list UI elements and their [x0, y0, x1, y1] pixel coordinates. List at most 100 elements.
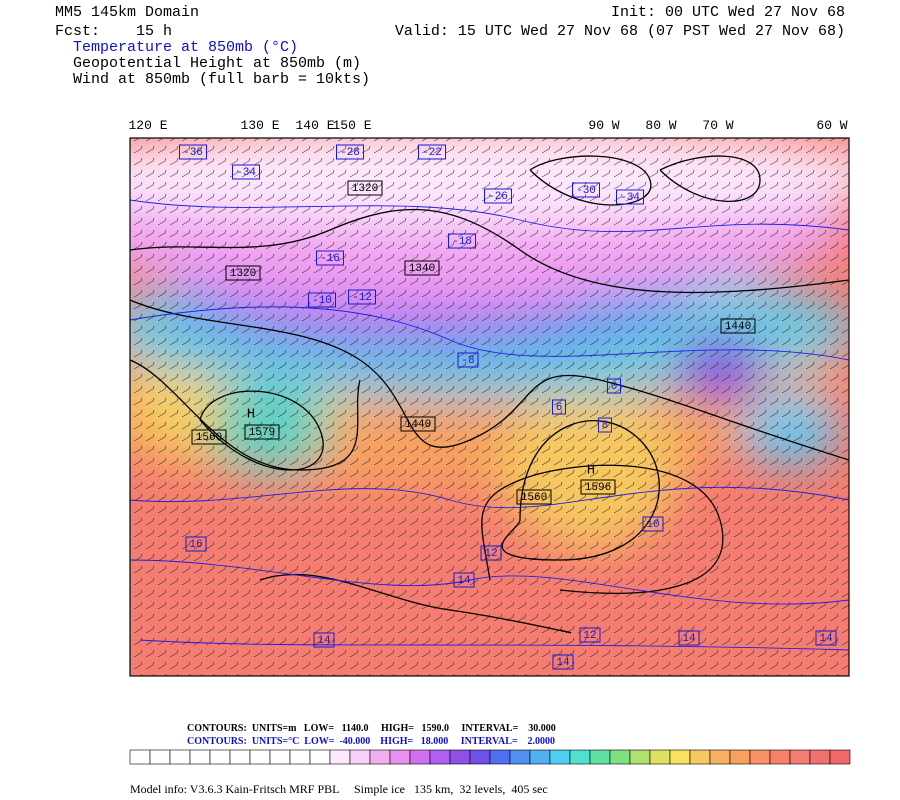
temperature-label-box: [308, 292, 336, 308]
height-label: 1320: [352, 183, 378, 195]
temperature-label: 6: [556, 402, 563, 414]
valid-time: Valid: 15 UTC Wed 27 Nov 68 (07 PST Wed …: [395, 23, 845, 40]
height-label-box: [225, 265, 261, 281]
init-time: Init: 00 UTC Wed 27 Nov 68: [611, 4, 845, 21]
temperature-label-box: [484, 188, 512, 204]
color-bar-cell: [449, 749, 471, 765]
map-frame: [129, 137, 850, 677]
longitude-label: 120 E: [128, 118, 167, 133]
color-bar-cell: [609, 749, 631, 765]
color-bar-cell: [429, 749, 451, 765]
longitude-label: 150 E: [332, 118, 371, 133]
height-label-box: [404, 260, 440, 276]
temperature-label-box: [579, 627, 601, 643]
height-label: 1320: [230, 268, 256, 280]
temperature-label-box: [316, 250, 344, 266]
height-label-box: [244, 424, 280, 440]
temperature-label: -18: [452, 236, 472, 248]
color-bar-cell: [669, 749, 691, 765]
field-name: Geopotential Height at 850mb (m): [73, 55, 361, 72]
temperature-contour-info: CONTOURS: UNITS=°C LOW= -40.000 HIGH= 18…: [187, 736, 555, 747]
height-label-box: [191, 429, 227, 445]
temperature-label: -8: [461, 355, 474, 367]
temperature-label: 8: [602, 420, 609, 432]
height-label: 1340: [409, 263, 435, 275]
color-bar-cell: [549, 749, 571, 765]
temperature-label: -16: [320, 253, 340, 265]
temperature-label-box: [336, 144, 364, 160]
color-bar-cell: [649, 749, 671, 765]
height-label-box: [720, 318, 756, 334]
temperature-label: -12: [352, 292, 372, 304]
map-field: [130, 138, 849, 676]
temperature-label-box: [453, 572, 475, 588]
longitude-label: 90 W: [588, 118, 619, 133]
height-label: 1596: [585, 482, 611, 494]
color-bar-cell: [149, 749, 171, 765]
height-label-box: [516, 489, 552, 505]
temperature-label: -36: [183, 147, 203, 159]
forecast-hour: Fcst: 15 h: [55, 23, 172, 40]
temperature-label: 14: [819, 633, 833, 645]
color-bar-cell: [769, 749, 791, 765]
temperature-label-box: [616, 189, 644, 205]
color-bar-cell: [749, 749, 771, 765]
longitude-label: 60 W: [816, 118, 847, 133]
height-label-box: [400, 416, 436, 432]
temperature-label-box: [418, 144, 446, 160]
color-bar-cell: [329, 749, 351, 765]
color-bar-cell: [369, 749, 391, 765]
temperature-label-box: [313, 632, 335, 648]
color-bar-cell: [309, 749, 331, 765]
color-bar-cell: [509, 749, 531, 765]
color-bar-cell: [489, 749, 511, 765]
height-label: 1440: [405, 419, 431, 431]
height-contour-info: CONTOURS: UNITS=m LOW= 1140.0 HIGH= 1590…: [187, 723, 556, 734]
temperature-label: -22: [422, 147, 442, 159]
high-marker: H: [247, 407, 255, 423]
color-bar-cell: [589, 749, 611, 765]
temperature-label: 14: [317, 635, 331, 647]
temperature-label: 12: [484, 548, 497, 560]
field-name: Temperature at 850mb (°C): [73, 39, 298, 56]
height-label: 1579: [249, 427, 275, 439]
temperature-label-box: [448, 233, 476, 249]
color-bar: [129, 749, 851, 765]
color-bar-cell: [709, 749, 731, 765]
temperature-label-box: [348, 289, 376, 305]
longitude-label: 140 E: [295, 118, 334, 133]
color-bar-cell: [349, 749, 371, 765]
height-label-box: [347, 180, 383, 196]
color-bar-cell: [809, 749, 831, 765]
color-bar-cell: [289, 749, 311, 765]
temperature-label: -34: [620, 192, 640, 204]
temperature-label: -28: [340, 147, 360, 159]
temperature-label-box: [457, 352, 479, 368]
longitude-label: 80 W: [645, 118, 676, 133]
temperature-label-box: [607, 378, 621, 394]
color-bar-cell: [569, 749, 591, 765]
temperature-label: 14: [556, 657, 570, 669]
height-label: 1560: [196, 432, 222, 444]
color-bar-cell: [269, 749, 291, 765]
temperature-label-box: [480, 545, 502, 561]
temperature-label-box: [179, 144, 207, 160]
color-bar-cell: [249, 749, 271, 765]
temperature-label-box: [642, 516, 664, 532]
color-bar-cell: [189, 749, 211, 765]
height-label: 1440: [725, 321, 751, 333]
color-bar-cell: [529, 749, 551, 765]
temperature-label: -30: [576, 185, 596, 197]
color-bar-cell: [829, 749, 851, 765]
high-marker: H: [587, 463, 595, 479]
temperature-label: 14: [682, 633, 696, 645]
color-bar-cell: [129, 749, 151, 765]
field-name: Wind at 850mb (full barb = 10kts): [73, 71, 370, 88]
color-bar-cell: [209, 749, 231, 765]
height-label-box: [580, 479, 616, 495]
color-bar-cell: [389, 749, 411, 765]
temperature-label-box: [598, 417, 612, 433]
title: MM5 145km Domain: [55, 4, 199, 21]
color-bar-cell: [469, 749, 491, 765]
model-info: Model info: V3.6.3 Kain-Fritsch MRF PBL …: [130, 782, 548, 796]
